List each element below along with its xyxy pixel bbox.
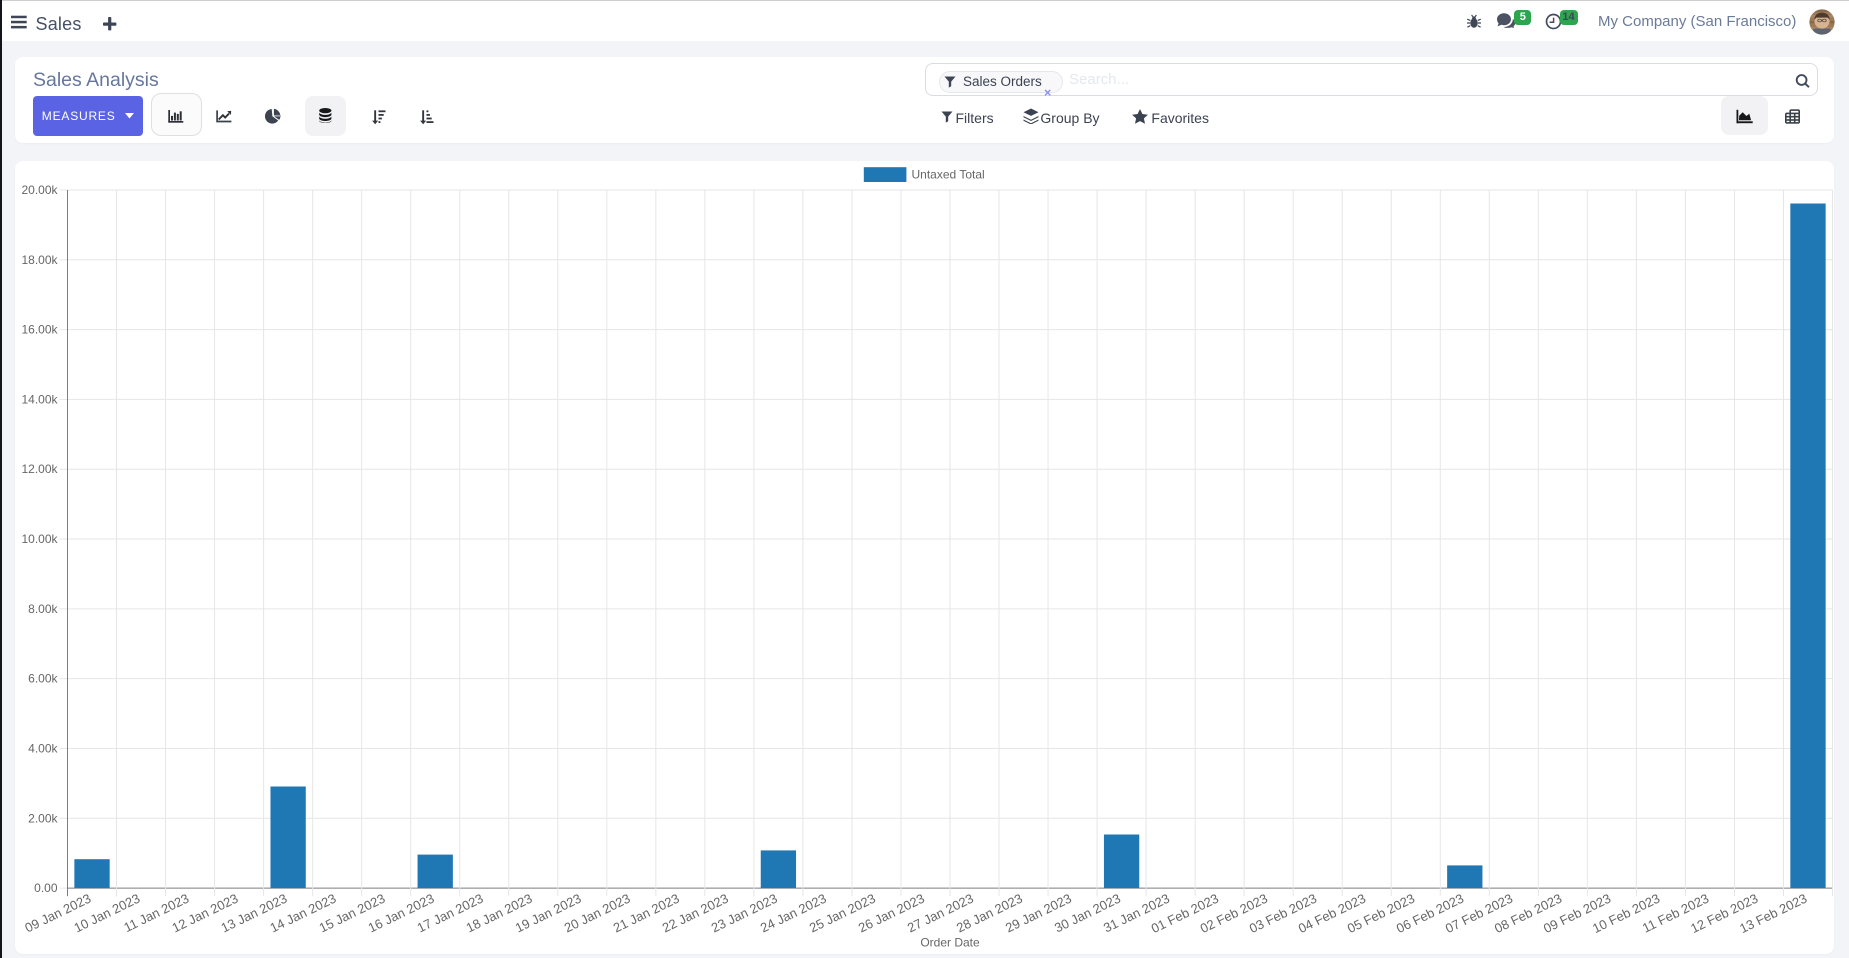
- svg-text:16.00k: 16.00k: [21, 323, 58, 337]
- svg-text:14.00k: 14.00k: [21, 392, 58, 406]
- svg-text:2.00k: 2.00k: [28, 811, 58, 825]
- svg-text:4.00k: 4.00k: [28, 741, 58, 755]
- svg-text:Order Date: Order Date: [920, 936, 980, 950]
- svg-text:18.00k: 18.00k: [21, 253, 58, 267]
- svg-text:0.00: 0.00: [34, 881, 58, 895]
- svg-text:20.00k: 20.00k: [21, 183, 58, 197]
- svg-text:10.00k: 10.00k: [21, 532, 58, 546]
- svg-text:8.00k: 8.00k: [28, 602, 58, 616]
- svg-text:Untaxed Total: Untaxed Total: [912, 168, 985, 182]
- svg-text:12.00k: 12.00k: [21, 462, 58, 476]
- svg-text:6.00k: 6.00k: [28, 672, 58, 686]
